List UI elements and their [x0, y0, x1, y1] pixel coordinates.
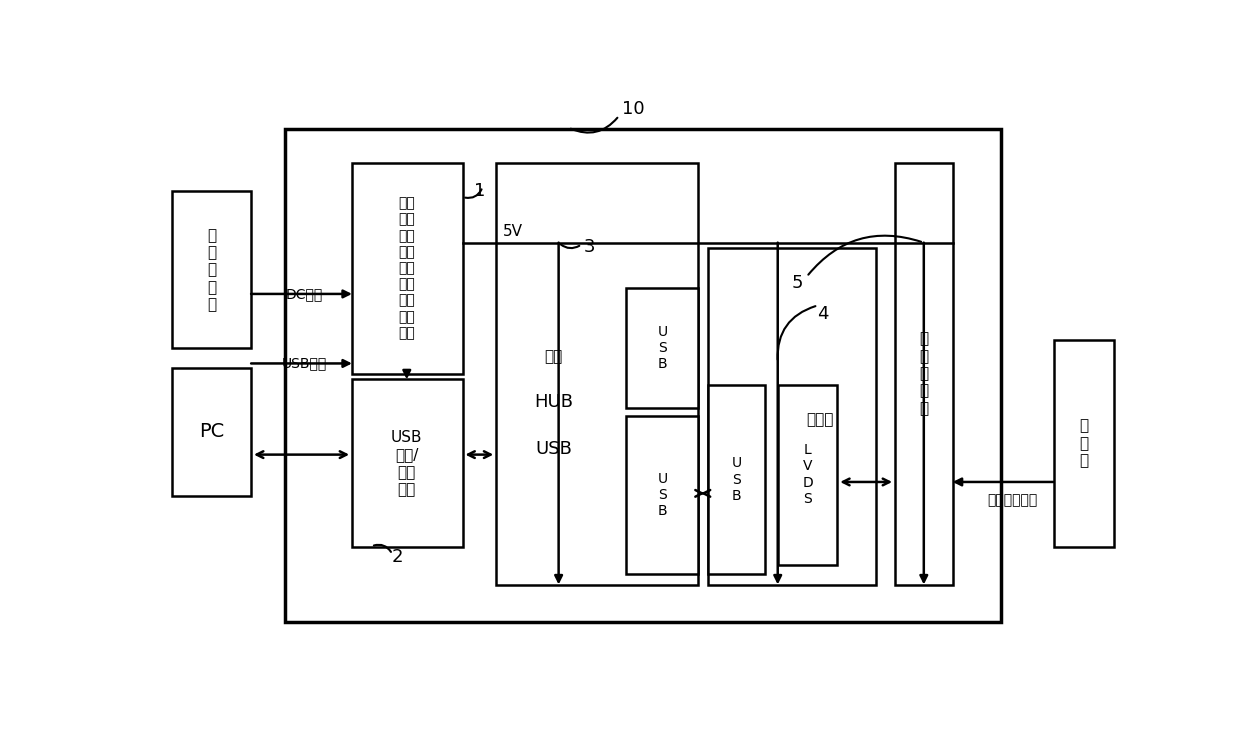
Text: USB
输入/
输出
单元: USB 输入/ 输出 单元: [391, 430, 423, 497]
Text: 控制板: 控制板: [806, 411, 833, 427]
Text: U
S
B: U S B: [657, 472, 667, 518]
FancyBboxPatch shape: [708, 385, 765, 574]
FancyBboxPatch shape: [1054, 340, 1114, 548]
Text: PC: PC: [200, 423, 224, 441]
Text: 电
磁
笔: 电 磁 笔: [1079, 418, 1087, 468]
FancyBboxPatch shape: [777, 385, 837, 565]
FancyBboxPatch shape: [895, 163, 952, 585]
FancyBboxPatch shape: [496, 163, 698, 585]
FancyBboxPatch shape: [285, 129, 1001, 622]
Text: U
S
B: U S B: [732, 457, 742, 503]
FancyBboxPatch shape: [172, 192, 250, 348]
Text: HUB: HUB: [534, 393, 573, 411]
FancyBboxPatch shape: [708, 249, 875, 585]
Text: USB: USB: [536, 440, 572, 458]
Text: 针对
大电
流触
控设
备的
外接
供电
识别
电路: 针对 大电 流触 控设 备的 外接 供电 识别 电路: [398, 197, 415, 340]
Text: 1: 1: [474, 182, 486, 201]
Text: 单元: 单元: [544, 349, 563, 364]
Text: DC供电: DC供电: [285, 287, 322, 301]
FancyBboxPatch shape: [626, 417, 698, 574]
Text: 10: 10: [622, 100, 645, 118]
Text: U
S
B: U S B: [657, 325, 667, 371]
Text: 4: 4: [817, 305, 828, 323]
FancyBboxPatch shape: [626, 288, 698, 408]
Text: USB供电: USB供电: [281, 357, 326, 371]
FancyBboxPatch shape: [352, 380, 463, 548]
FancyBboxPatch shape: [172, 368, 250, 497]
Text: 3: 3: [584, 238, 595, 256]
Text: 电
容
电
磁
屏: 电 容 电 磁 屏: [919, 332, 929, 416]
Text: 2: 2: [392, 548, 403, 566]
Text: 电
源
适
配
器: 电 源 适 配 器: [207, 228, 216, 312]
Text: 5: 5: [791, 274, 802, 292]
Text: L
V
D
S: L V D S: [802, 443, 813, 506]
Text: 5V: 5V: [502, 223, 522, 239]
FancyBboxPatch shape: [352, 163, 463, 374]
Text: 电磁触控信号: 电磁触控信号: [987, 493, 1038, 507]
